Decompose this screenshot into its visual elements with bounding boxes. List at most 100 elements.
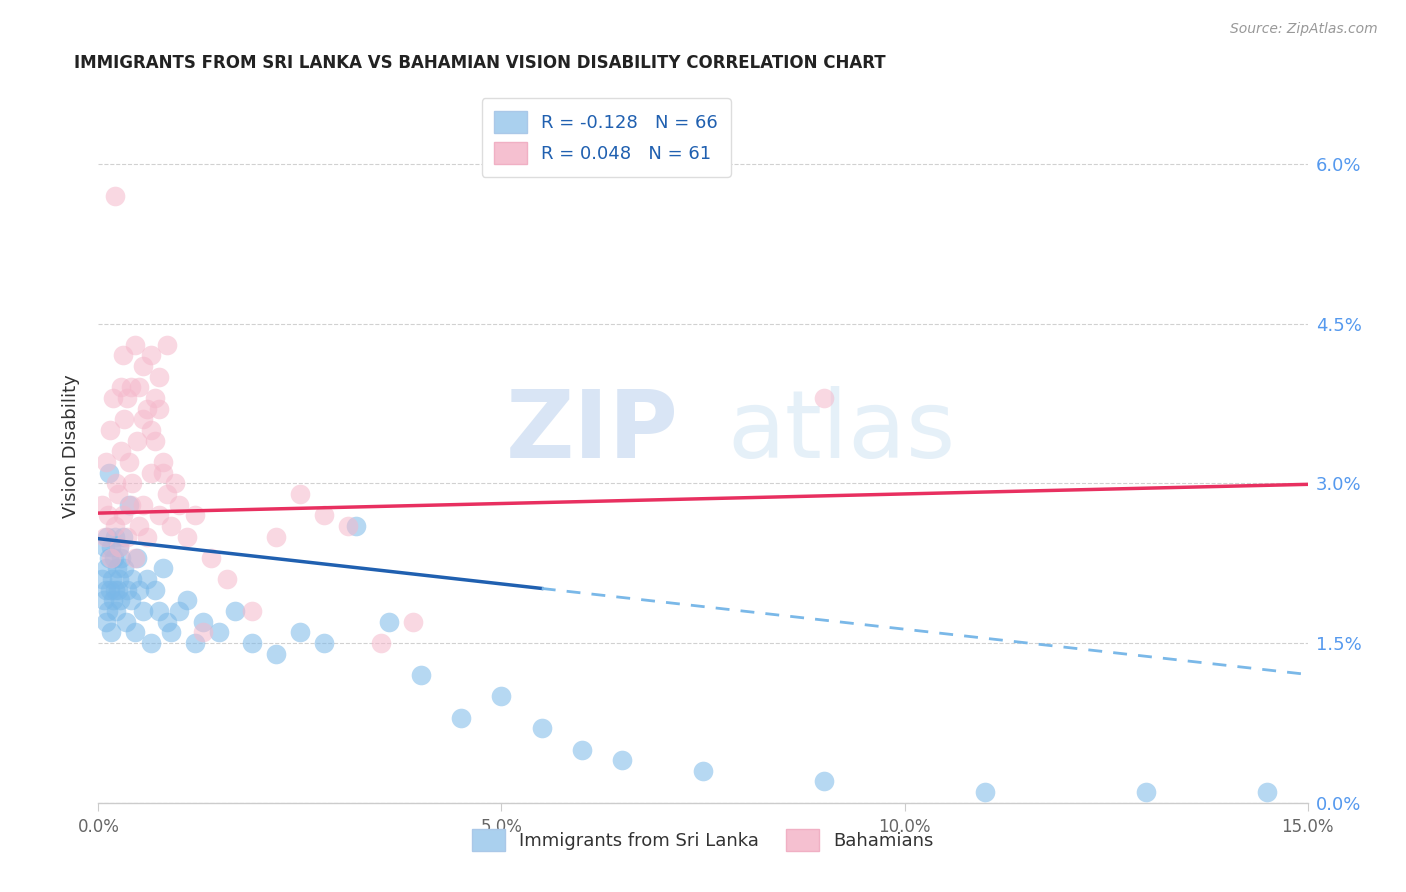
Point (491, 690, 513, 704)
Point (103, 582, 125, 597)
Point (127, 434, 149, 448)
Point (139, 349, 162, 363)
Point (115, 529, 138, 543)
Point (132, 498, 155, 512)
Point (160, 625, 183, 640)
Point (813, 391, 835, 405)
Point (111, 529, 134, 543)
Point (124, 550, 146, 565)
Point (377, 615, 399, 629)
Point (288, 625, 311, 640)
Text: IMMIGRANTS FROM SRI LANKA VS BAHAMIAN VISION DISABILITY CORRELATION CHART: IMMIGRANTS FROM SRI LANKA VS BAHAMIAN VI… (75, 54, 886, 72)
Point (692, 764, 714, 778)
Point (152, 466, 174, 480)
Point (402, 615, 425, 629)
Point (409, 668, 432, 682)
Point (112, 561, 135, 575)
Point (160, 519, 183, 533)
Point (1256, 785, 1278, 799)
Point (176, 593, 198, 607)
Point (120, 498, 142, 512)
Point (139, 466, 162, 480)
Point (148, 508, 170, 523)
Point (224, 604, 246, 618)
Point (105, 476, 128, 491)
Point (288, 487, 311, 501)
Point (139, 423, 162, 437)
Point (96, 561, 118, 575)
Point (107, 540, 129, 554)
Point (156, 338, 179, 352)
Point (193, 615, 215, 629)
Point (124, 625, 146, 640)
Point (156, 615, 179, 629)
Point (97, 466, 120, 480)
Point (94, 540, 117, 554)
Point (91, 572, 114, 586)
Point (128, 582, 150, 597)
Point (117, 582, 139, 597)
Point (98, 423, 121, 437)
Point (184, 636, 207, 650)
Text: atlas: atlas (727, 385, 956, 478)
Point (108, 572, 131, 586)
Point (152, 561, 174, 575)
Point (974, 785, 997, 799)
Point (101, 572, 124, 586)
Point (193, 625, 215, 640)
Point (107, 582, 129, 597)
Point (612, 753, 634, 767)
Point (100, 550, 122, 565)
Point (91, 498, 114, 512)
Point (110, 380, 132, 394)
Point (176, 529, 198, 543)
Point (112, 412, 135, 426)
Point (108, 593, 131, 607)
Point (148, 401, 170, 416)
Point (264, 647, 287, 661)
Point (139, 636, 162, 650)
Point (124, 338, 146, 352)
Point (120, 593, 142, 607)
Point (530, 721, 553, 735)
Point (314, 508, 336, 523)
Text: Source: ZipAtlas.com: Source: ZipAtlas.com (1230, 22, 1378, 37)
Point (103, 188, 125, 202)
Point (111, 508, 134, 523)
Point (103, 519, 125, 533)
Point (93, 593, 115, 607)
Point (105, 604, 128, 618)
Point (128, 380, 150, 394)
Point (240, 604, 263, 618)
Point (337, 519, 360, 533)
Point (148, 369, 170, 384)
Point (107, 487, 129, 501)
Point (103, 550, 125, 565)
Point (128, 519, 150, 533)
Point (96, 615, 118, 629)
Point (132, 359, 155, 373)
Point (208, 625, 231, 640)
Point (813, 774, 835, 789)
Point (100, 540, 122, 554)
Point (110, 444, 132, 458)
Point (101, 593, 124, 607)
Point (118, 498, 141, 512)
Point (115, 391, 138, 405)
Point (148, 604, 170, 618)
Point (167, 498, 190, 512)
Point (105, 561, 128, 575)
Point (121, 476, 143, 491)
Point (104, 529, 127, 543)
Point (114, 615, 136, 629)
Point (143, 582, 166, 597)
Point (217, 572, 239, 586)
Point (111, 349, 134, 363)
Point (450, 710, 472, 724)
Point (344, 519, 367, 533)
Point (120, 380, 142, 394)
Point (314, 636, 336, 650)
Point (143, 434, 166, 448)
Point (143, 391, 166, 405)
Point (167, 604, 190, 618)
